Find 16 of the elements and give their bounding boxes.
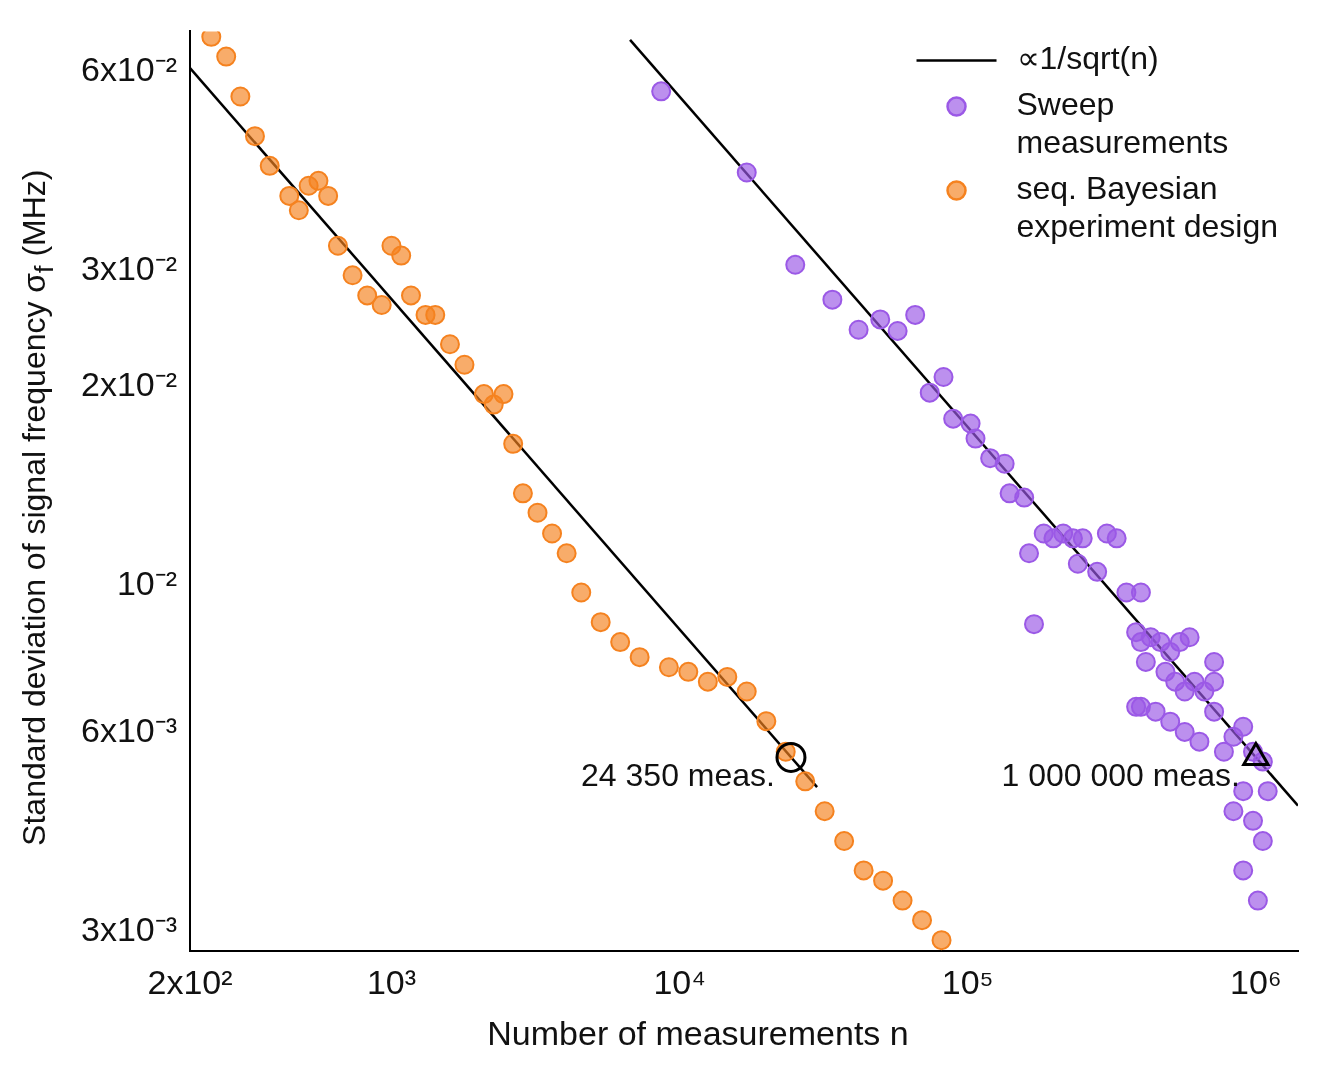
y-tick-label: 10⁻² xyxy=(116,564,178,603)
annotation: 24 350 meas. xyxy=(581,757,775,794)
y-tick-label: 6x10⁻³ xyxy=(80,710,178,749)
legend-label: seq. Bayesian experiment design xyxy=(1016,170,1278,245)
y-tick-label: 2x10⁻² xyxy=(80,365,178,404)
legend-label: ∝1/sqrt(n) xyxy=(1016,40,1159,77)
x-tick-label: 10⁵ xyxy=(941,962,994,1001)
y-tick-label: 3x10⁻³ xyxy=(80,909,178,948)
annotation: 1 000 000 meas. xyxy=(1001,757,1240,794)
y-tick-label: 3x10⁻² xyxy=(80,248,178,287)
x-tick-label: 10⁶ xyxy=(1229,962,1282,1001)
x-tick-label: 10⁴ xyxy=(653,962,706,1001)
x-axis-title: Number of measurements n xyxy=(486,1014,910,1053)
x-tick-label: 10³ xyxy=(366,962,417,1001)
y-tick-label: 6x10⁻² xyxy=(80,49,178,88)
x-tick-label: 2x10² xyxy=(147,962,233,1001)
